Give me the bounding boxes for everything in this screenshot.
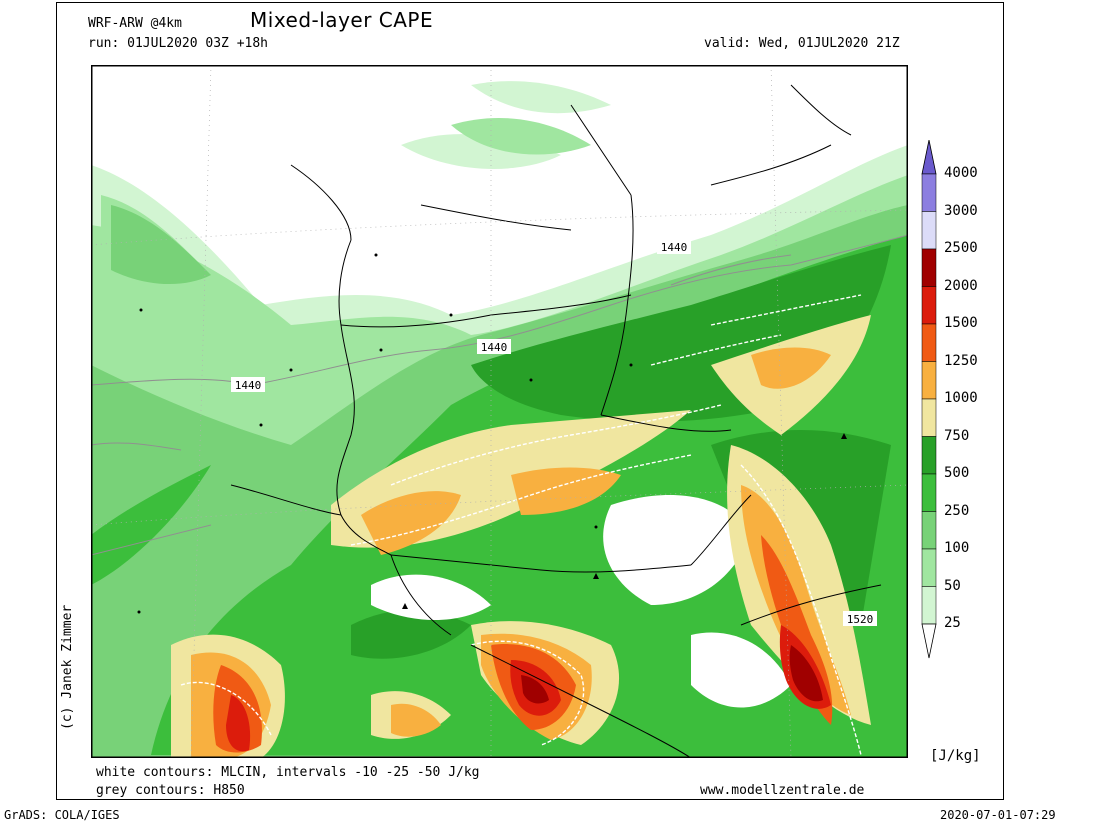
- colorbar: [921, 140, 937, 659]
- colorbar-swatch: [921, 586, 937, 625]
- colorbar-swatch: [921, 398, 937, 437]
- timestamp-label: 2020-07-01-07:29: [940, 808, 1056, 822]
- colorbar-label: 1000: [944, 390, 978, 406]
- latlon-grid: [91, 65, 908, 758]
- figure-frame: [56, 2, 1004, 800]
- colorbar-top-arrow: [921, 140, 937, 175]
- colorbar-swatch: [921, 248, 937, 287]
- colorbar-unit: [J/kg]: [930, 748, 981, 764]
- country-borders: [230, 84, 882, 758]
- grads-credit: GrADS: COLA/IGES: [4, 808, 120, 822]
- contour-label-1: 1440: [657, 239, 691, 254]
- station-markers: [137, 253, 847, 614]
- copyright-label: (c) Janek Zimmer: [60, 604, 75, 730]
- colorbar-swatch: [921, 436, 937, 475]
- cape-map: 1440 1440 1440 1520: [91, 65, 908, 758]
- map-border: [91, 65, 908, 758]
- contour-label-text: 1520: [847, 613, 874, 626]
- valid-label: valid: Wed, 01JUL2020 21Z: [704, 36, 900, 51]
- colorbar-label: 500: [944, 465, 970, 481]
- colorbar-label: 2500: [944, 240, 978, 256]
- colorbar-swatch: [921, 511, 937, 550]
- colorbar-label: 3000: [944, 202, 978, 219]
- contour-label-text: 1440: [235, 379, 262, 392]
- legend-mlcin: white contours: MLCIN, intervals -10 -25…: [96, 765, 480, 780]
- cape-field-2000: [521, 645, 823, 704]
- contour-label-2: 1440: [477, 339, 511, 354]
- colorbar-label: 750: [944, 427, 970, 444]
- colorbar-swatch: [921, 286, 937, 325]
- colorbar-swatch: [921, 323, 937, 362]
- cape-field-none: [371, 495, 791, 708]
- run-label: run: 01JUL2020 03Z +18h: [88, 36, 269, 51]
- colorbar-bottom-arrow: [921, 623, 937, 659]
- website-label: www.modellzentrale.de: [700, 783, 865, 798]
- colorbar-label: 1500: [944, 315, 978, 331]
- colorbar-label: 2000: [944, 277, 978, 294]
- colorbar-label: 100: [944, 540, 970, 556]
- colorbar-swatch: [921, 211, 937, 250]
- colorbar-label: 25: [944, 615, 961, 631]
- colorbar-swatch: [921, 361, 937, 400]
- colorbar-label: 250: [944, 502, 970, 519]
- contour-label-3: 1440: [231, 377, 265, 392]
- colorbar-swatch: [921, 473, 937, 512]
- legend-h850: grey contours: H850: [96, 783, 245, 798]
- page-title: Mixed-layer CAPE: [250, 8, 434, 32]
- mlcin-contours: [180, 294, 862, 756]
- contour-label-text: 1440: [481, 341, 508, 354]
- colorbar-label: 50: [944, 577, 961, 594]
- colorbar-label: 1250: [944, 352, 978, 369]
- contour-label-4: 1520: [843, 611, 877, 626]
- model-label: WRF-ARW @4km: [88, 16, 182, 31]
- colorbar-swatch: [921, 548, 937, 587]
- contour-label-text: 1440: [661, 241, 688, 254]
- colorbar-label: 4000: [944, 165, 978, 181]
- colorbar-swatch: [921, 173, 937, 212]
